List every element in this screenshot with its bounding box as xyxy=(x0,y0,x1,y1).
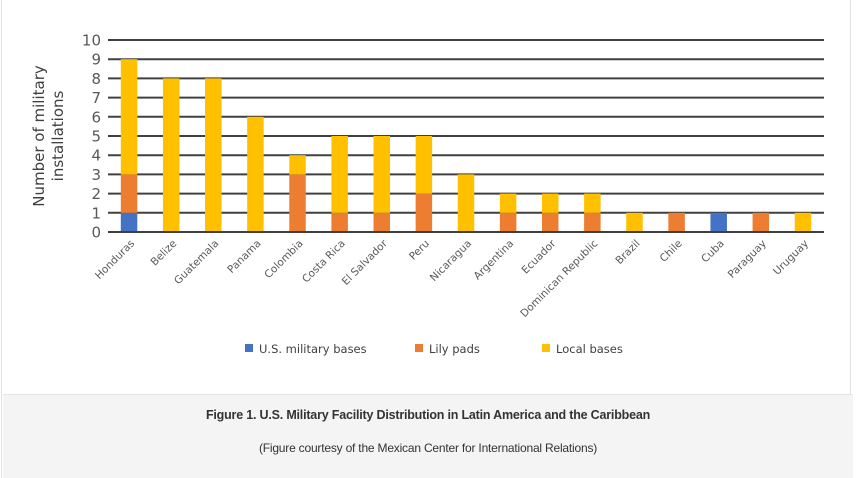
x-category-label: Panama xyxy=(225,238,263,276)
bar-segment-local-bases xyxy=(120,59,138,175)
x-category-label: Brazil xyxy=(613,238,642,267)
bar-segment-local-bases xyxy=(205,78,222,233)
bar-segment-lily-pads xyxy=(584,212,601,232)
gridlines xyxy=(108,39,824,233)
x-category-label: Cuba xyxy=(699,238,727,266)
y-tick-label: 10 xyxy=(82,32,101,50)
x-category-label: Uruguay xyxy=(771,238,811,278)
x-category-label: Nicaragua xyxy=(428,238,474,284)
x-category-label: Belize xyxy=(149,238,180,269)
bar-segment-u-s-military-bases xyxy=(710,212,727,232)
figure-caption: Figure 1. U.S. Military Facility Distrib… xyxy=(3,394,853,478)
x-category-label: Chile xyxy=(658,238,685,265)
bar-segment-local-bases xyxy=(331,136,348,213)
legend-swatch xyxy=(415,344,423,352)
bar-segment-u-s-military-bases xyxy=(120,212,138,232)
y-tick-label: 5 xyxy=(91,128,101,146)
y-axis-title: Number of military installations xyxy=(30,65,67,207)
bar-segment-local-bases xyxy=(499,193,517,213)
y-axis-title-line-2: installations xyxy=(49,90,67,181)
bars xyxy=(108,59,824,233)
bar-segment-local-bases xyxy=(289,155,306,175)
bar-segment-local-bases xyxy=(162,78,180,233)
y-tick-label: 4 xyxy=(91,147,101,165)
y-tick-label: 1 xyxy=(91,204,101,222)
bar-segment-lily-pads xyxy=(373,212,391,232)
y-axis-title-line-1: Number of military xyxy=(30,65,48,207)
x-category-label: El Salvador xyxy=(340,237,391,288)
bar-segment-local-bases xyxy=(457,174,475,232)
legend: U.S. military bases Lily pads Local bases xyxy=(245,342,623,356)
bar-segment-local-bases xyxy=(247,116,264,232)
bar-segment-local-bases xyxy=(415,136,433,194)
bar-segment-lily-pads xyxy=(668,212,685,232)
x-category-label: Paraguay xyxy=(726,238,769,281)
y-tick-label: 9 xyxy=(91,51,101,69)
caption-title: Figure 1. U.S. Military Facility Distrib… xyxy=(205,408,651,422)
legend-label: U.S. military bases xyxy=(259,342,367,356)
x-category-label: Guatemala xyxy=(172,238,221,287)
caption-credit: (Figure courtesy of the Mexican Center f… xyxy=(258,441,598,455)
bar-segment-local-bases xyxy=(373,136,391,213)
y-tick-label: 7 xyxy=(91,89,101,107)
y-tick-label: 6 xyxy=(91,108,101,126)
x-category-label: Honduras xyxy=(93,238,137,282)
bar-segment-local-bases xyxy=(626,212,643,232)
legend-swatch xyxy=(542,344,550,352)
x-category-label: Dominican Republic xyxy=(518,237,600,319)
y-tick-label: 0 xyxy=(91,224,101,242)
bar-segment-local-bases xyxy=(541,193,559,213)
y-tick-label: 8 xyxy=(91,70,101,88)
bar-segment-lily-pads xyxy=(289,174,306,232)
bar-segment-lily-pads xyxy=(499,212,517,232)
x-category-label: Colombia xyxy=(262,238,305,281)
bar-segment-local-bases xyxy=(794,212,812,232)
bar-segment-lily-pads xyxy=(541,212,559,232)
bar-segment-lily-pads xyxy=(120,174,138,213)
bar-segment-lily-pads xyxy=(752,212,770,232)
x-category-label: Argentina xyxy=(472,238,517,283)
bar-segment-local-bases xyxy=(584,193,601,213)
bar-segment-lily-pads xyxy=(331,212,348,232)
y-tick-label: 2 xyxy=(91,185,101,203)
legend-swatch xyxy=(245,344,253,352)
y-tick-label: 3 xyxy=(91,166,101,184)
x-category-label: Peru xyxy=(407,238,432,263)
bar-segment-lily-pads xyxy=(415,193,433,232)
legend-label: Local bases xyxy=(556,342,623,356)
legend-label: Lily pads xyxy=(429,342,480,356)
x-category-label: Ecuador xyxy=(520,237,559,276)
